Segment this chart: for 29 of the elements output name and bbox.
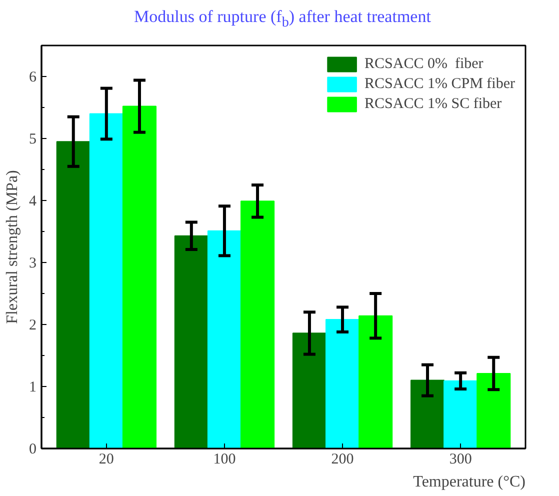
y-tick-label: 1 (29, 380, 36, 396)
bar (292, 332, 326, 448)
x-tick-label: 20 (98, 452, 114, 468)
bar (122, 106, 157, 448)
bar (240, 200, 275, 448)
bar (89, 113, 124, 448)
bar (326, 319, 360, 448)
x-tick-label: 200 (331, 452, 354, 468)
legend-label: RCSACC 1% CPM fiber (364, 76, 515, 92)
y-tick-label: 0 (29, 442, 36, 458)
y-tick-label: 5 (29, 132, 36, 148)
bar (358, 315, 393, 448)
x-tick-label: 100 (213, 452, 236, 468)
bar (444, 380, 478, 448)
legend-label: RCSACC 1% SC fiber (364, 96, 502, 112)
y-tick-label: 2 (29, 318, 36, 334)
bar (174, 235, 208, 448)
y-tick-label: 3 (29, 256, 36, 272)
y-tick-label: 6 (29, 70, 37, 86)
bar (56, 141, 90, 448)
legend-label: RCSACC 0% fiber (364, 56, 484, 72)
y-tick-label: 4 (29, 194, 37, 210)
y-axis-title: Flexural strength (MPa) (4, 170, 21, 324)
x-axis-title: Temperature (°C) (413, 474, 526, 490)
bar (476, 372, 511, 448)
x-tick-label: 300 (449, 452, 472, 468)
bar (207, 230, 242, 448)
bar (410, 380, 445, 448)
chart-title: Modulus of rupture (f$_{b}$) after heat treatment (134, 6, 431, 32)
